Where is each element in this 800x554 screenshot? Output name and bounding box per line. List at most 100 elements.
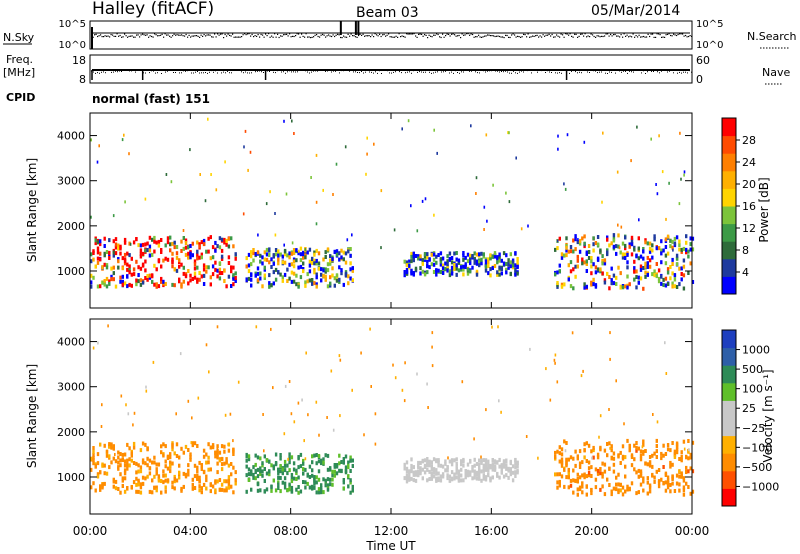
echo-cell <box>180 249 183 253</box>
echo-cell <box>175 268 179 273</box>
echo-cell <box>471 476 474 481</box>
freq-sample <box>663 69 664 71</box>
scatter-echo <box>179 352 182 356</box>
echo-cell <box>655 274 658 279</box>
echo-cell <box>687 271 690 275</box>
scatter-echo <box>114 453 116 456</box>
echo-cell <box>261 461 264 466</box>
echo-cell <box>578 461 582 466</box>
echo-cell <box>558 445 561 450</box>
echo-cell <box>173 267 176 272</box>
echo-cell <box>644 238 647 243</box>
scatter-echo <box>129 242 132 246</box>
echo-cell <box>349 247 352 251</box>
echo-cell <box>335 249 339 254</box>
echo-cell <box>680 454 683 459</box>
echo-cell <box>502 251 506 256</box>
noise-sample <box>682 33 684 35</box>
echo-cell <box>487 463 490 467</box>
echo-cell <box>123 471 127 476</box>
noise-sample <box>469 34 471 36</box>
echo-cell <box>457 473 461 478</box>
freq-sample <box>605 72 606 74</box>
echo-cell <box>635 445 638 450</box>
freq-sample <box>621 71 622 73</box>
echo-cell <box>220 444 224 449</box>
echo-cell <box>511 478 515 483</box>
noise-sample <box>379 33 381 35</box>
echo-cell <box>103 481 106 486</box>
noise-sample <box>448 33 450 35</box>
echo-cell <box>660 239 663 244</box>
echo-cell <box>144 242 147 247</box>
echo-cell <box>621 252 625 257</box>
echo-cell <box>657 268 661 273</box>
noise-sample <box>371 34 373 36</box>
echo-cell <box>475 259 479 264</box>
noise-sample <box>511 34 513 36</box>
noise-sample <box>544 35 546 37</box>
freq-sample <box>479 72 480 74</box>
x-tick-label: 00:00 <box>73 524 108 538</box>
echo-cell <box>338 277 341 282</box>
freq-sample <box>337 69 338 71</box>
power-echoes <box>90 117 695 291</box>
echo-cell <box>473 475 476 480</box>
noise-sample <box>535 35 537 37</box>
echo-cell <box>259 271 262 276</box>
echo-cell <box>157 474 161 479</box>
echo-cell <box>412 470 415 475</box>
echo-cell <box>130 283 133 288</box>
noise-sample <box>203 34 205 36</box>
noise-sample <box>325 36 327 38</box>
freq-sample <box>291 71 292 73</box>
echo-cell <box>315 453 318 457</box>
echo-cell <box>225 460 228 465</box>
echo-cell <box>333 276 336 281</box>
freq-sample <box>591 69 592 71</box>
echo-cell <box>603 469 607 474</box>
scatter-echo <box>224 413 227 417</box>
freq-sample <box>381 73 382 74</box>
echo-cell <box>608 275 611 279</box>
echo-cell <box>245 454 248 459</box>
scatter-echo <box>656 420 659 424</box>
echo-cell <box>587 460 591 465</box>
echo-cell <box>342 480 345 485</box>
colorbar-segment <box>722 135 736 154</box>
echo-cell <box>646 261 649 266</box>
scatter-echo <box>498 399 500 403</box>
echo-cell <box>426 463 429 468</box>
echo-cell <box>132 267 136 272</box>
echo-cell <box>491 462 494 467</box>
echo-cell <box>469 269 472 274</box>
echo-cell <box>655 449 658 454</box>
echo-cell <box>196 444 199 448</box>
freq-sample <box>341 70 342 72</box>
echo-cell <box>96 461 100 466</box>
echo-cell <box>108 279 111 284</box>
noise-sample <box>112 34 114 36</box>
echo-cell <box>200 274 203 279</box>
echo-cell <box>576 487 579 492</box>
scatter-echo <box>365 172 367 176</box>
echo-cell <box>196 249 199 254</box>
freq-sample <box>531 72 532 74</box>
noise-sample <box>454 34 456 36</box>
echo-cell <box>331 469 334 474</box>
noise-sample <box>284 33 286 36</box>
noise-sample <box>526 36 528 38</box>
noise-sample <box>608 35 610 37</box>
echo-cell <box>491 475 494 480</box>
echo-cell <box>417 473 420 477</box>
noise-sample <box>349 35 351 37</box>
echo-cell <box>606 477 609 482</box>
echo-cell <box>218 458 222 463</box>
echo-cell <box>259 466 262 471</box>
echo-cell <box>117 460 120 465</box>
noise-sample <box>563 36 565 38</box>
echo-cell <box>141 251 145 256</box>
echo-cell <box>96 256 100 261</box>
echo-cell <box>148 489 152 494</box>
echo-cell <box>439 478 443 483</box>
